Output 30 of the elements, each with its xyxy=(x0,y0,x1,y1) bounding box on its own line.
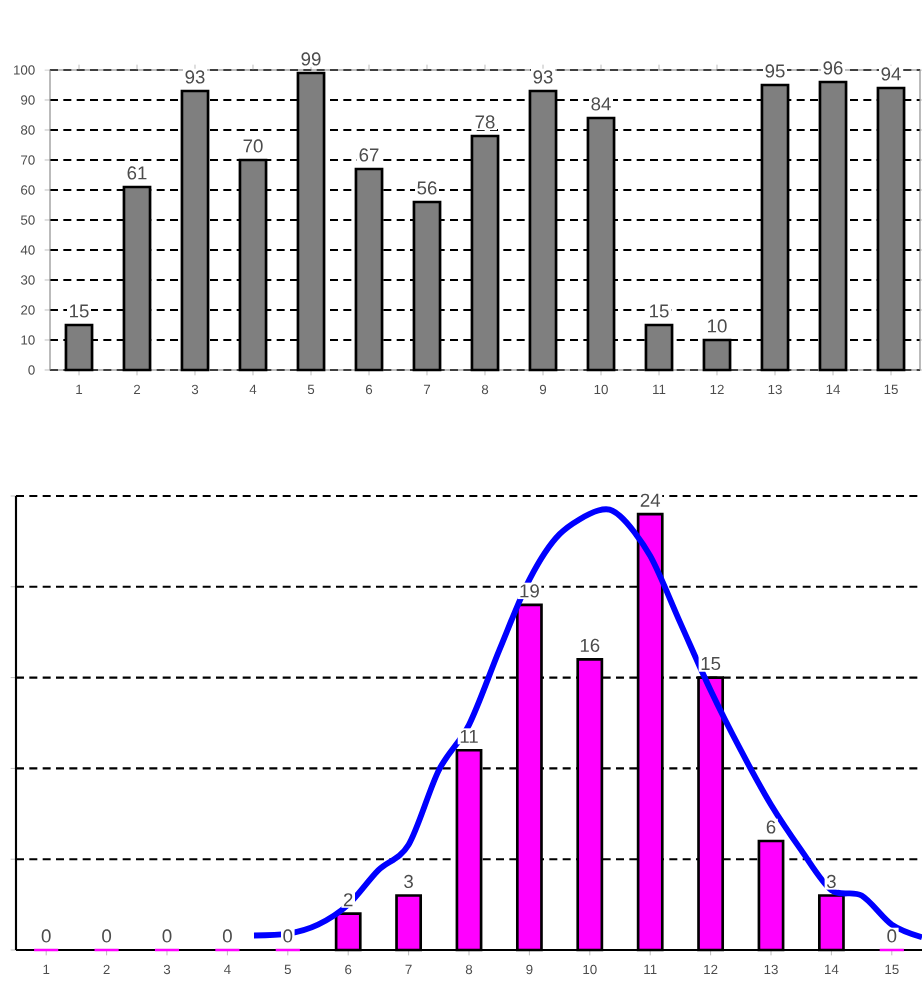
data-label: 94 xyxy=(881,67,901,81)
data-label: 15 xyxy=(70,304,89,318)
data-label: 6 xyxy=(766,820,776,834)
data-label: 3 xyxy=(826,874,836,889)
data-label: 56 xyxy=(417,181,437,195)
data-label: 0 xyxy=(41,929,51,943)
data-label: 0 xyxy=(887,929,897,943)
data-label: 0 xyxy=(222,929,232,943)
data-label: 95 xyxy=(765,64,785,78)
data-label: 67 xyxy=(359,148,379,162)
data-label: 99 xyxy=(301,52,321,66)
data-label: 0 xyxy=(102,929,112,943)
data-label: 93 xyxy=(533,70,553,84)
data-label: 15 xyxy=(650,304,669,318)
data-label: 61 xyxy=(127,166,147,180)
data-label: 15 xyxy=(701,657,721,671)
data-label: 24 xyxy=(640,493,661,507)
data-label: 78 xyxy=(475,115,495,129)
data-label: 0 xyxy=(283,929,293,943)
data-label: 10 xyxy=(708,319,727,333)
data-label: 84 xyxy=(591,97,611,111)
data-label: 96 xyxy=(823,61,843,75)
data-label: 93 xyxy=(185,70,205,84)
data-label: 3 xyxy=(404,874,413,889)
data-label: 11 xyxy=(460,729,478,743)
data-label: 16 xyxy=(580,638,600,652)
data-label: 0 xyxy=(162,929,172,943)
data-label: 70 xyxy=(243,139,263,153)
data-label: 19 xyxy=(520,584,539,598)
data-label: 2 xyxy=(343,893,353,907)
